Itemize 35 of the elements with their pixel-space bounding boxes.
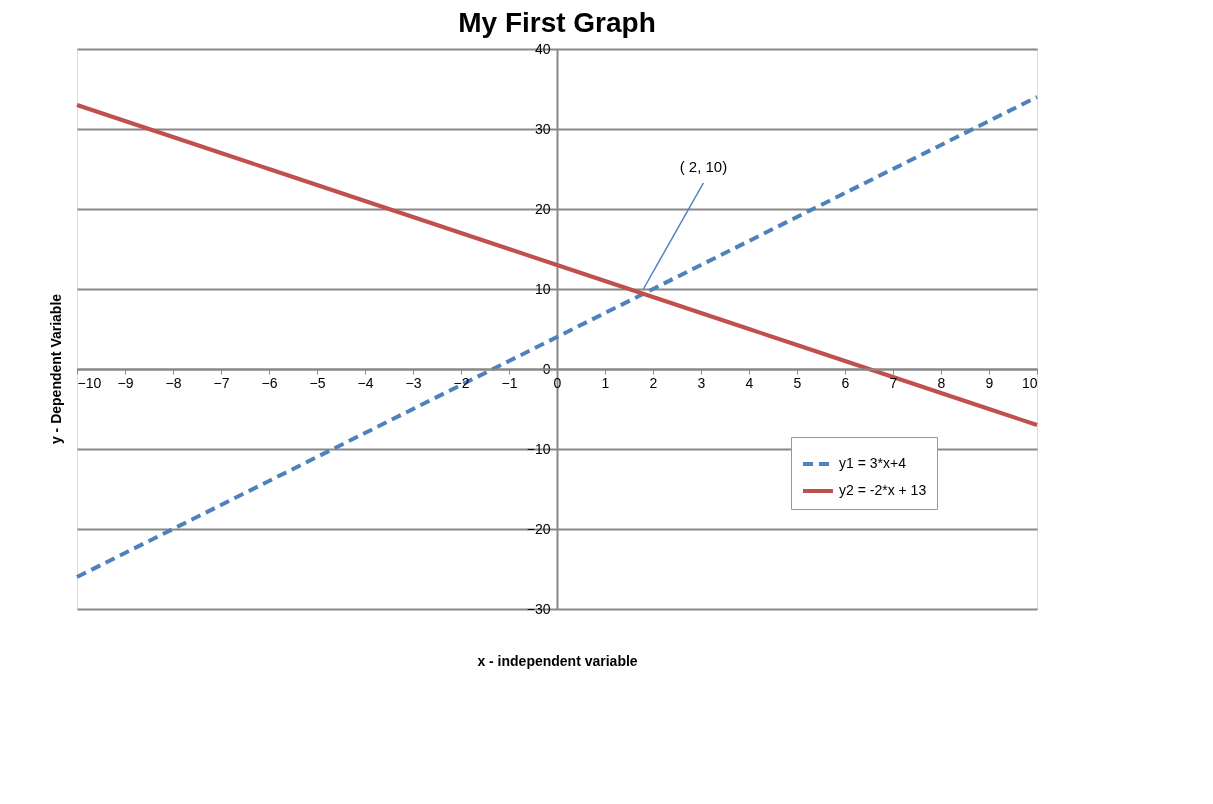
x-tick-label: −1	[501, 374, 518, 391]
line-series	[75, 95, 1039, 579]
annotation: ( 2, 10)	[679, 158, 728, 175]
y-tick-label: −30	[526, 600, 551, 617]
x-tick-label: −3	[405, 374, 422, 391]
x-tick-label: −4	[357, 374, 374, 391]
x-tick-label: 3	[697, 374, 706, 391]
y-tick-label: 40	[534, 40, 551, 57]
legend-label: y2 = -2*x + 13	[839, 482, 927, 498]
y-tick-label: 30	[534, 120, 551, 137]
y-tick-label: 10	[534, 280, 551, 297]
x-tick-label: 5	[793, 374, 802, 391]
x-tick-label: 4	[745, 374, 754, 391]
x-tick-label: 9	[985, 374, 994, 391]
x-tick-label: −5	[309, 374, 326, 391]
x-axis-title: x - independent variable	[477, 652, 638, 669]
legend-label: y1 = 3*x+4	[839, 455, 907, 471]
x-tick-label: 8	[937, 374, 946, 391]
line-series	[75, 103, 1039, 427]
x-tick-label: −8	[165, 374, 182, 391]
y-tick-label: −20	[526, 520, 551, 537]
x-tick-label: 2	[649, 374, 658, 391]
chart-title: My First Graph	[458, 7, 656, 38]
x-tick-label: −6	[261, 374, 278, 391]
x-tick-label: −7	[213, 374, 230, 391]
x-tick-label: −9	[117, 374, 134, 391]
y-tick-label: −10	[526, 440, 551, 457]
x-tick-label: 0	[553, 374, 562, 391]
x-tick-label: −10	[77, 374, 102, 391]
x-tick-label: 6	[841, 374, 850, 391]
y-axis-title: y - Dependent Variable	[48, 293, 64, 445]
y-tick-label: 20	[534, 200, 551, 217]
x-tick-label: 10	[1021, 374, 1038, 391]
x-tick-label: 7	[889, 374, 898, 391]
x-tick-label: 1	[601, 374, 610, 391]
